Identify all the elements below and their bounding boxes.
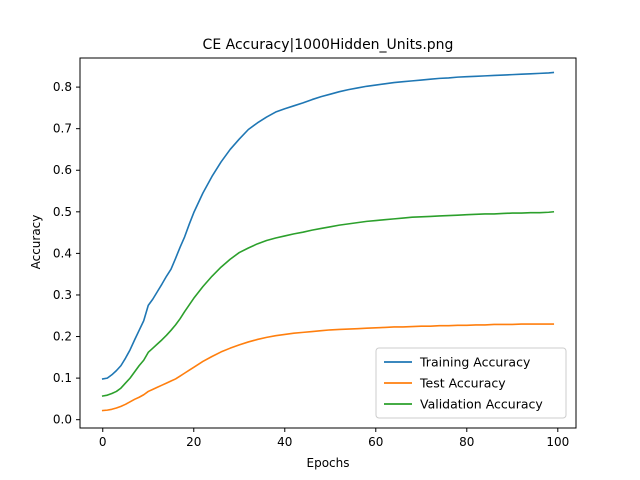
y-tick-label: 0.1 bbox=[53, 371, 72, 385]
legend-box bbox=[375, 347, 567, 419]
y-tick-label: 0.7 bbox=[53, 122, 72, 136]
legend-label-0: Training Accuracy bbox=[419, 355, 531, 370]
y-axis-ticks: 0.0 0.1 0.2 0.3 0.4 0.5 0.6 0.7 0.8 bbox=[53, 80, 80, 427]
x-tick-label: 20 bbox=[186, 435, 201, 449]
x-tick-label: 100 bbox=[546, 435, 569, 449]
chart-title: CE Accuracy|1000Hidden_Units.png bbox=[203, 37, 454, 53]
y-axis-title: Accuracy bbox=[29, 215, 43, 270]
x-tick-label: 40 bbox=[277, 435, 292, 449]
axes-frame bbox=[79, 57, 577, 429]
y-tick-label: 0.8 bbox=[53, 80, 72, 94]
y-tick-label: 0.6 bbox=[53, 163, 72, 177]
series-line-2 bbox=[101, 210, 555, 397]
y-tick-label: 0.3 bbox=[53, 288, 72, 302]
y-tick-label: 0.5 bbox=[53, 205, 72, 219]
series-line-0 bbox=[101, 71, 555, 380]
plot-area bbox=[79, 57, 577, 429]
series-line-1 bbox=[101, 323, 555, 412]
x-tick-label: 80 bbox=[459, 435, 474, 449]
legend: Training Accuracy Test Accuracy Validation… bbox=[375, 347, 567, 419]
y-tick-label: 0.2 bbox=[53, 330, 72, 344]
x-tick-label: 60 bbox=[368, 435, 383, 449]
y-tick-label: 0.4 bbox=[53, 246, 72, 260]
legend-label-1: Test Accuracy bbox=[419, 376, 506, 391]
y-tick-label: 0.0 bbox=[53, 413, 72, 427]
x-axis-ticks: 0 20 40 60 80 100 bbox=[99, 428, 569, 449]
x-axis-title: Epochs bbox=[307, 456, 350, 470]
legend-label-2: Validation Accuracy bbox=[420, 397, 543, 412]
x-tick-label: 0 bbox=[99, 435, 107, 449]
